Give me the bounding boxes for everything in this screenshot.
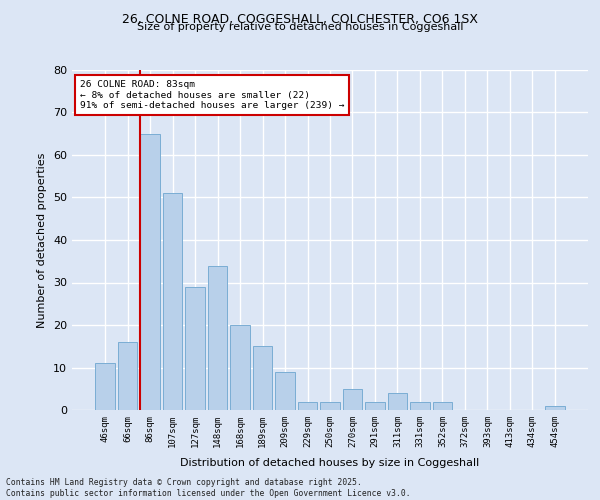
Bar [545,406,565,410]
Text: Contains HM Land Registry data © Crown copyright and database right 2025.
Contai: Contains HM Land Registry data © Crown c… [6,478,410,498]
Text: 26, COLNE ROAD, COGGESHALL, COLCHESTER, CO6 1SX: 26, COLNE ROAD, COGGESHALL, COLCHESTER, … [122,12,478,26]
Bar [365,402,385,410]
Bar [230,325,250,410]
Bar [118,342,137,410]
Bar [275,372,295,410]
Bar [320,402,340,410]
Bar [95,363,115,410]
Bar [343,389,362,410]
X-axis label: Distribution of detached houses by size in Coggeshall: Distribution of detached houses by size … [181,458,479,468]
Bar [410,402,430,410]
Bar [208,266,227,410]
Text: 26 COLNE ROAD: 83sqm
← 8% of detached houses are smaller (22)
91% of semi-detach: 26 COLNE ROAD: 83sqm ← 8% of detached ho… [80,80,344,110]
Text: Size of property relative to detached houses in Coggeshall: Size of property relative to detached ho… [137,22,463,32]
Bar [433,402,452,410]
Bar [185,286,205,410]
Bar [163,193,182,410]
Bar [140,134,160,410]
Bar [388,393,407,410]
Bar [253,346,272,410]
Bar [298,402,317,410]
Y-axis label: Number of detached properties: Number of detached properties [37,152,47,328]
